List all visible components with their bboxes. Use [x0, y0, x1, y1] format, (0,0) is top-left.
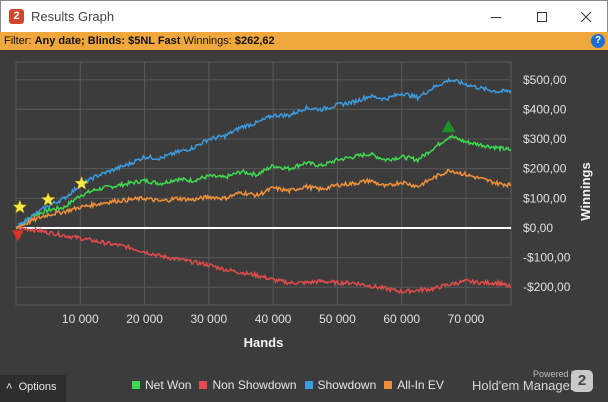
- min-marker: [11, 230, 24, 242]
- series-line-non-showdown: [15, 225, 511, 295]
- filter-prefix: Filter:: [4, 35, 35, 47]
- y-tick-label: -$100,00: [523, 251, 571, 265]
- results-chart: 10 000 20 000 30 000 40 000 50 000 60 000 70 0…: [0, 50, 608, 375]
- maximize-icon: [537, 11, 547, 22]
- y-tick-label: $200,00: [523, 162, 567, 176]
- legend-swatch: [199, 381, 208, 389]
- y-tick-label: $400,00: [523, 102, 567, 116]
- options-button[interactable]: ˄ Options: [0, 375, 66, 402]
- legend-label: Showdown: [317, 378, 377, 392]
- filter-bar: Filter: Any date; Blinds: $5NL Fast Winn…: [0, 32, 608, 50]
- x-tick-label: 70 000: [448, 312, 485, 326]
- y-tick-label: $500,00: [523, 73, 567, 87]
- legend-swatch: [384, 381, 393, 389]
- close-icon: [580, 11, 592, 22]
- x-tick-label: 60 000: [383, 312, 420, 326]
- star-marker: [74, 175, 89, 190]
- y-tick-label: -$200,00: [523, 280, 571, 294]
- y-axis-label: Winnings: [578, 162, 593, 220]
- chart-legend: Net Won Non Showdown Showdown All-In EV: [132, 378, 452, 392]
- x-axis-label: Hands: [244, 335, 284, 350]
- max-marker: [441, 120, 456, 133]
- powered-by-text: Powered by: [533, 369, 581, 379]
- window-title: Results Graph: [31, 9, 115, 24]
- caret-up-icon: ˄: [6, 381, 13, 393]
- maximize-button[interactable]: [519, 1, 565, 32]
- options-label: Options: [18, 381, 57, 393]
- close-button[interactable]: [563, 1, 608, 32]
- series-line-showdown: [15, 77, 512, 229]
- filter-winnings-value: $262,62: [234, 35, 275, 47]
- y-tick-label: $300,00: [523, 132, 567, 146]
- minimize-icon: [491, 16, 501, 18]
- brand-name: Hold'em Manager: [472, 378, 575, 393]
- legend-label: Net Won: [145, 378, 192, 392]
- x-tick-label: 40 000: [255, 312, 292, 326]
- filter-blinds: Blinds: $5NL Fast: [87, 35, 181, 47]
- minimize-button[interactable]: [473, 1, 519, 32]
- app-logo-icon: 2: [9, 9, 24, 24]
- y-tick-label: $0,00: [523, 221, 553, 235]
- bottom-bar: ˄ Options Net Won Non Showdown Showdown All…: [0, 369, 608, 402]
- filter-winnings-label: Winnings:: [183, 35, 232, 47]
- filter-date: Any date;: [34, 35, 85, 47]
- legend-label: Non Showdown: [212, 378, 297, 392]
- x-tick-label: 30 000: [191, 312, 228, 326]
- star-marker: [40, 192, 56, 207]
- title-bar: 2 Results Graph: [0, 0, 608, 32]
- x-tick-label: 50 000: [319, 312, 356, 326]
- legend-item-showdown[interactable]: Showdown: [304, 378, 377, 392]
- legend-item-all-in-ev[interactable]: All-In EV: [384, 378, 444, 392]
- legend-item-non-showdown[interactable]: Non Showdown: [199, 378, 297, 392]
- brand-logo-icon: 2: [571, 370, 593, 392]
- y-tick-label: $100,00: [523, 191, 567, 205]
- legend-swatch: [132, 381, 140, 389]
- star-marker: [12, 199, 28, 214]
- x-tick-label: 20 000: [126, 312, 163, 326]
- legend-swatch: [304, 381, 313, 389]
- plot-area: [15, 61, 512, 306]
- series-line-all-in-ev: [15, 169, 512, 229]
- x-tick-label: 10 000: [62, 312, 99, 326]
- series-line-net-won: [15, 134, 512, 229]
- legend-item-net-won[interactable]: Net Won: [132, 378, 191, 392]
- help-icon[interactable]: ?: [591, 34, 605, 48]
- legend-label: All-In EV: [397, 378, 444, 392]
- chart-svg: 10 000 20 000 30 000 40 000 50 000 60 000 70 0…: [11, 61, 593, 350]
